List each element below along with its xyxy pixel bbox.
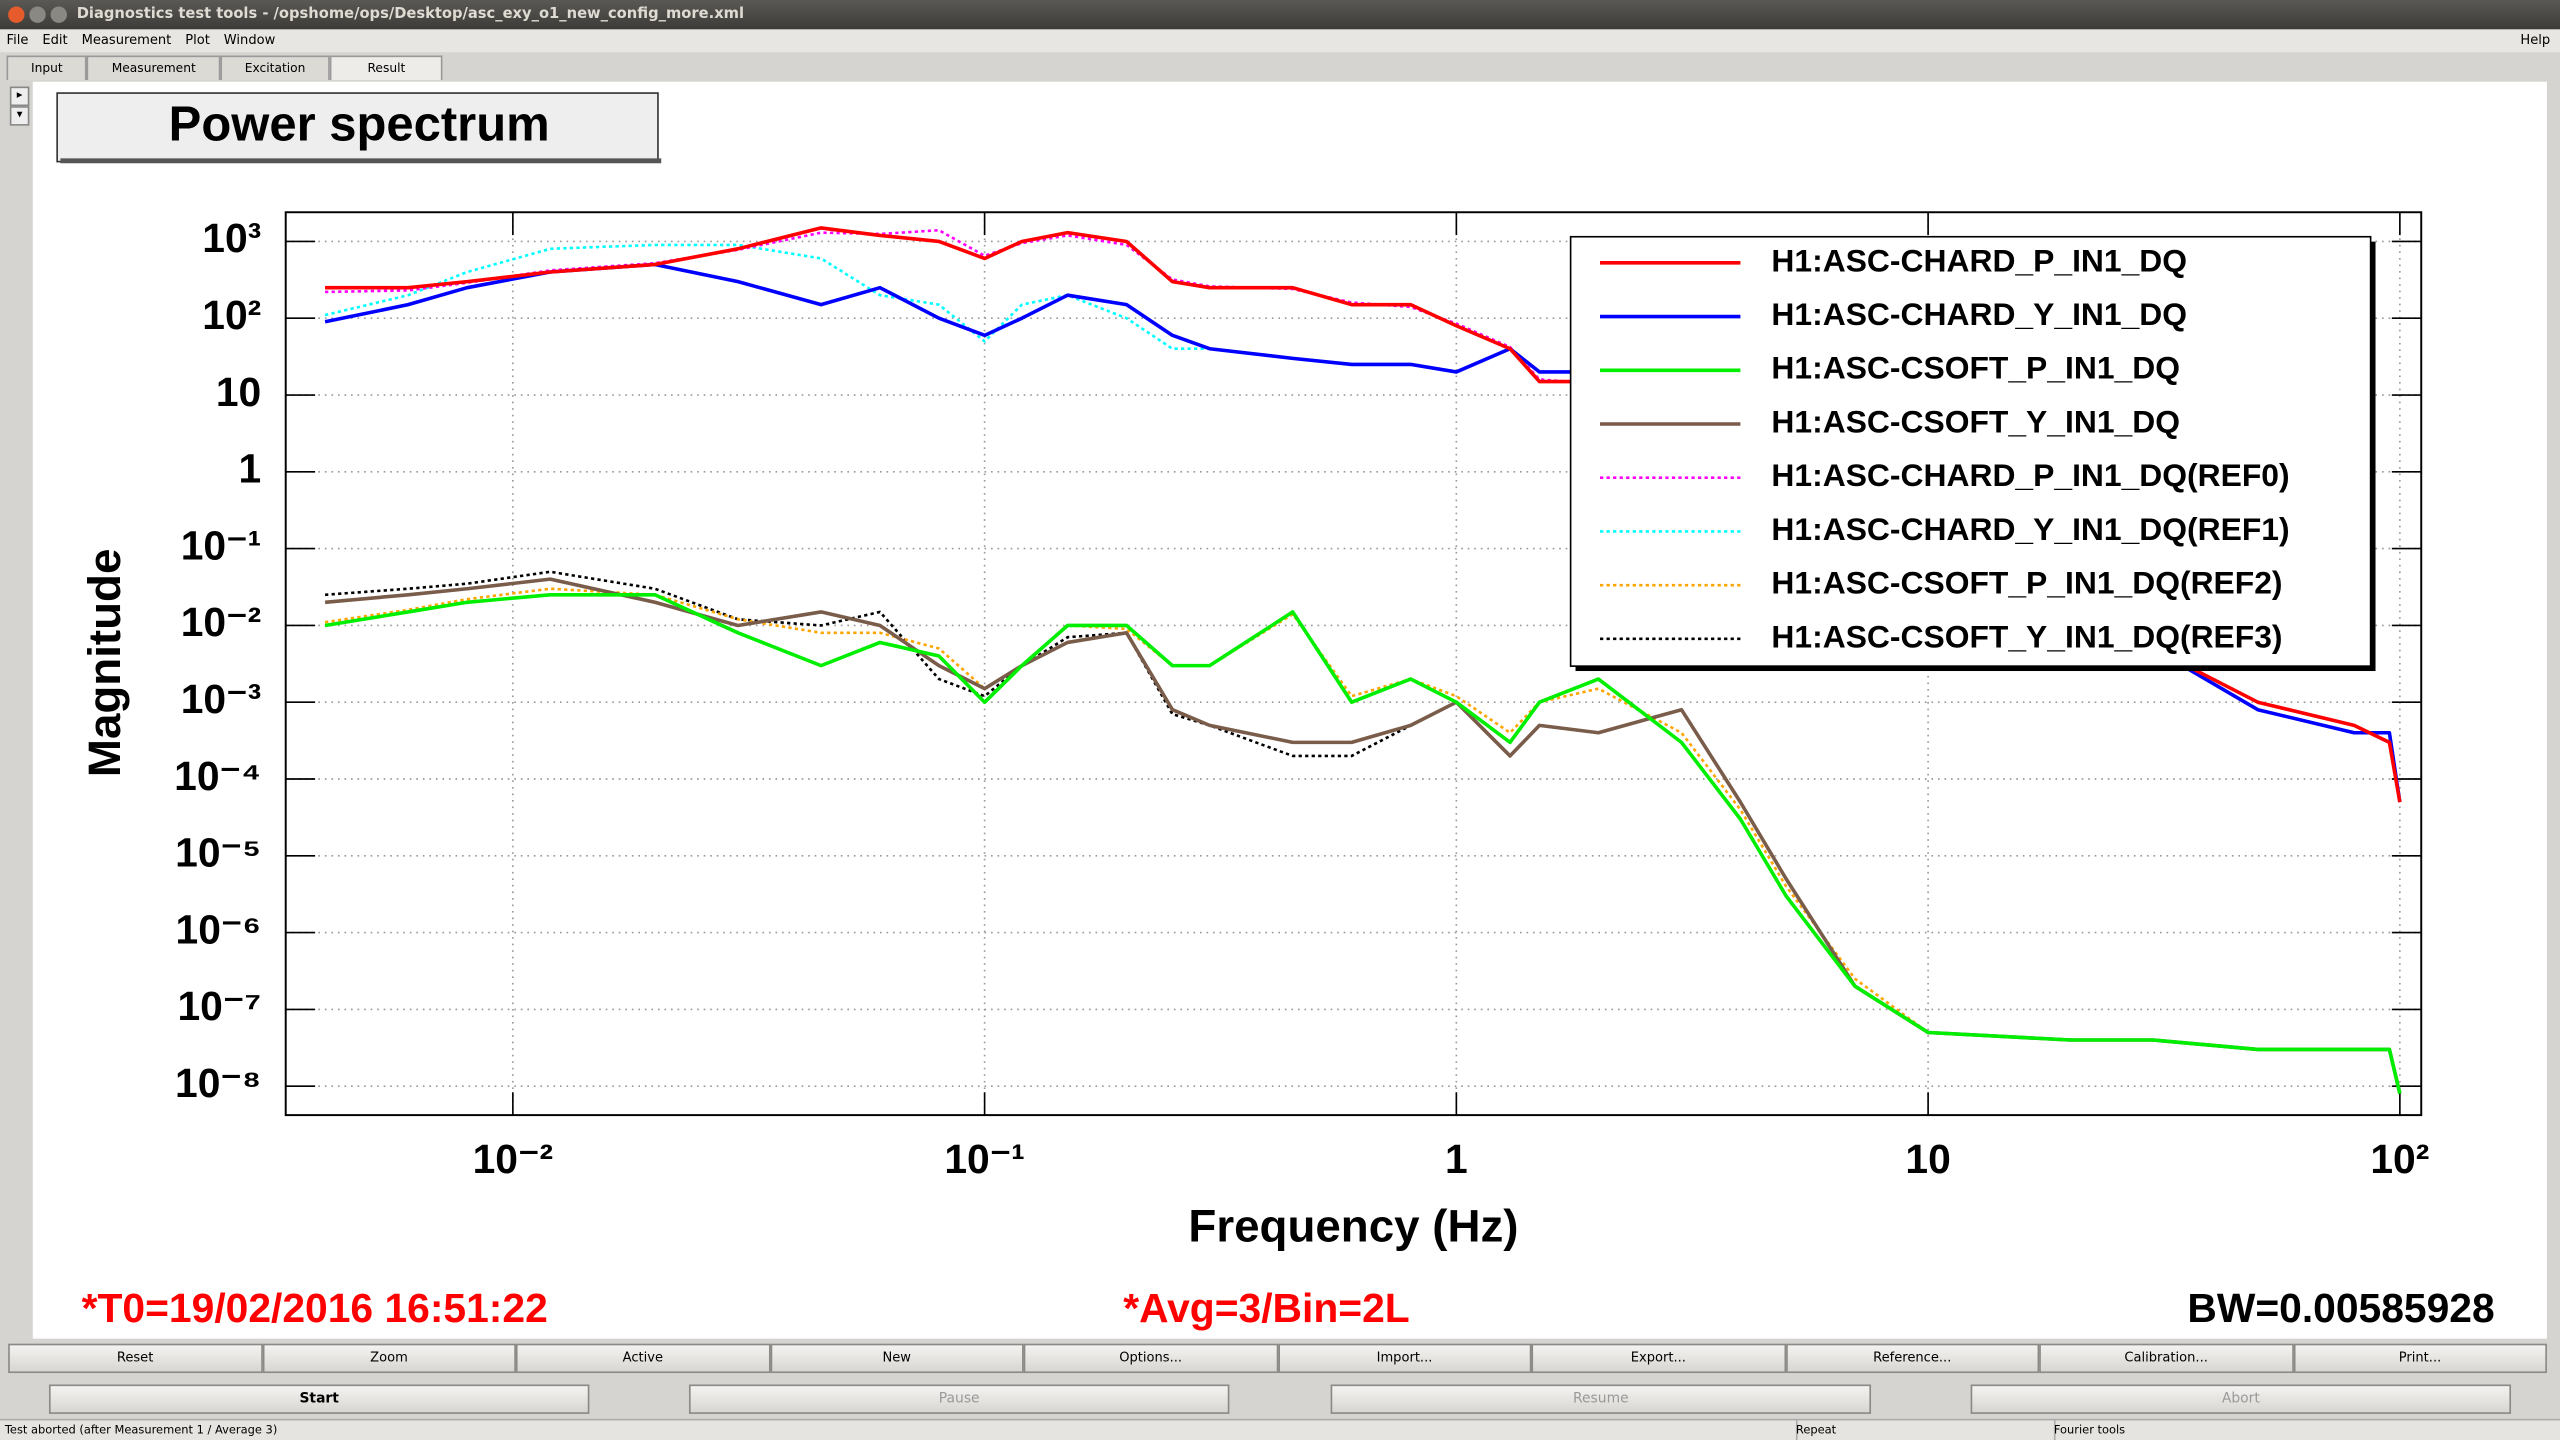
y-tick-label: 10⁻⁷: [177, 983, 261, 1029]
status-text: Fourier tools: [2053, 1423, 2126, 1437]
y-tick-label: 10⁻⁶: [176, 906, 262, 952]
annotation: *Avg=3/Bin=2L: [1123, 1285, 1409, 1331]
control-button[interactable]: Start: [48, 1384, 590, 1414]
close-button[interactable]: [8, 6, 25, 23]
menu-item[interactable]: Measurement: [81, 32, 172, 48]
menu-item[interactable]: File: [6, 32, 29, 48]
tab-bar: Input Measurement Excitation Result: [6, 55, 443, 81]
annotation: *T0=19/02/2016 16:51:22: [82, 1285, 548, 1331]
y-tick-label: 10⁻³: [181, 676, 262, 722]
series-line: [324, 592, 2402, 1094]
status-text: Repeat: [1791, 1420, 2056, 1440]
x-axis-label: Frequency (Hz): [1188, 1200, 1518, 1251]
arrow-button[interactable]: ▾: [9, 106, 30, 126]
status-text: Test aborted (after Measurement 1 / Aver…: [0, 1420, 1798, 1440]
legend-label: H1:ASC-CSOFT_P_IN1_DQ: [1771, 350, 2180, 386]
toolbar-button[interactable]: Zoom: [262, 1343, 516, 1374]
title-box: [56, 92, 659, 163]
y-tick-label: 10⁻⁸: [175, 1060, 261, 1106]
toolbar-button[interactable]: Active: [515, 1343, 770, 1374]
control-button[interactable]: Abort: [1970, 1384, 2512, 1414]
x-tick-label: 10⁻²: [473, 1136, 554, 1182]
menu-item[interactable]: Plot: [185, 32, 210, 48]
plot-frame: [284, 211, 2423, 1117]
menu-item[interactable]: Window: [223, 32, 276, 48]
title-bar: Diagnostics test tools - /opshome/ops/De…: [0, 0, 2560, 30]
toolbar-button[interactable]: Reset: [8, 1343, 263, 1374]
y-axis-label: Magnitude: [79, 549, 130, 778]
x-tick-label: 1: [1445, 1136, 1468, 1182]
toolbar-button[interactable]: Options...: [1023, 1343, 1278, 1374]
y-tick-label: 10⁻⁴: [174, 753, 261, 799]
toolbar-button[interactable]: Export...: [1531, 1343, 1786, 1374]
control-button[interactable]: Resume: [1330, 1384, 1872, 1414]
chart: Power spectrum Frequency (Hz) Magnitude …: [32, 81, 2547, 1339]
legend-label: H1:ASC-CHARD_Y_IN1_DQ: [1771, 296, 2187, 332]
y-tick-label: 10⁻¹: [181, 522, 262, 568]
toolbar-button[interactable]: Print...: [2293, 1343, 2547, 1374]
menu-bar: File Edit Measurement Plot Window Help: [0, 29, 2560, 53]
legend-label: H1:ASC-CSOFT_Y_IN1_DQ(REF3): [1771, 618, 2282, 654]
y-tick-label: 1: [239, 446, 262, 492]
legend-label: H1:ASC-CSOFT_Y_IN1_DQ: [1771, 403, 2180, 439]
y-tick-label: 10: [216, 369, 261, 415]
y-tick-label: 10⁻²: [181, 599, 262, 645]
toolbar-button[interactable]: Calibration...: [2039, 1343, 2294, 1374]
tab[interactable]: Input: [6, 55, 88, 81]
toolbar-button[interactable]: Import...: [1277, 1343, 1532, 1374]
annotation: BW=0.00585928: [2187, 1285, 2494, 1331]
legend-label: H1:ASC-CHARD_Y_IN1_DQ(REF1): [1771, 511, 2289, 547]
legend-label: H1:ASC-CHARD_P_IN1_DQ(REF0): [1771, 457, 2289, 493]
window-title: Diagnostics test tools - /opshome/ops/De…: [76, 6, 745, 23]
tab[interactable]: Measurement: [87, 55, 221, 81]
side-strip: ▸ ▾: [6, 81, 30, 1339]
toolbar-button[interactable]: New: [769, 1343, 1024, 1374]
toolbar-button[interactable]: Reference...: [1785, 1343, 2040, 1374]
chart-title: Power spectrum: [169, 97, 550, 151]
menu-item[interactable]: Help: [2520, 32, 2551, 48]
legend: [1569, 235, 2372, 667]
tab[interactable]: Result: [329, 55, 443, 81]
menu-item[interactable]: Edit: [42, 32, 68, 48]
arrow-button[interactable]: ▸: [9, 86, 30, 107]
x-tick-label: 10⁻¹: [944, 1136, 1025, 1182]
status-bar: Test aborted (after Measurement 1 / Aver…: [0, 1418, 2560, 1440]
y-tick-label: 10²: [202, 292, 261, 338]
minimize-button[interactable]: [29, 6, 46, 23]
legend-label: H1:ASC-CSOFT_P_IN1_DQ(REF2): [1771, 565, 2282, 601]
control-button[interactable]: Pause: [688, 1384, 1230, 1414]
legend-label: H1:ASC-CHARD_P_IN1_DQ: [1771, 242, 2187, 278]
toolbar: Reset Zoom Active New Options... Import... Exp…: [8, 1343, 2547, 1374]
maximize-button[interactable]: [50, 6, 67, 23]
title-shadow: [60, 158, 662, 164]
x-tick-label: 10: [1905, 1136, 1950, 1182]
tab[interactable]: Excitation: [220, 55, 330, 81]
x-tick-label: 10²: [2370, 1136, 2429, 1182]
y-tick-label: 10³: [202, 215, 261, 261]
y-tick-label: 10⁻⁵: [175, 830, 261, 876]
